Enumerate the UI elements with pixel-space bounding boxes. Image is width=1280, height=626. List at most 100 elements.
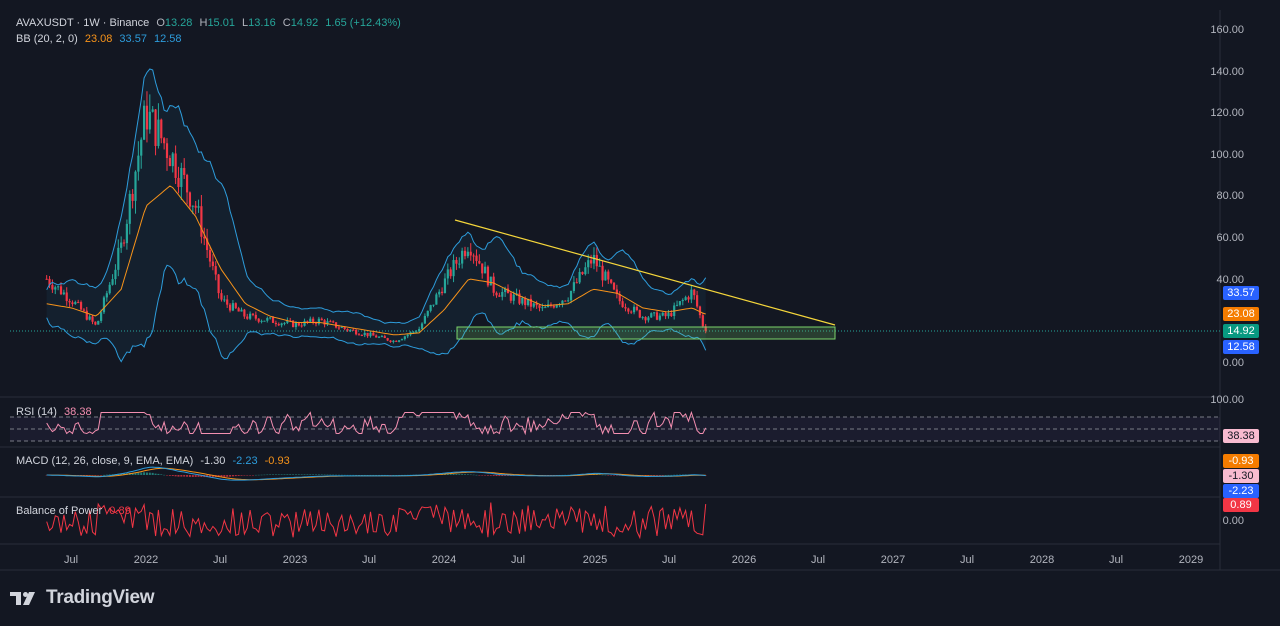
brand-footer[interactable]: TradingView — [10, 587, 155, 609]
candle-body — [607, 271, 610, 280]
candle-body — [246, 316, 249, 319]
candle-body — [412, 331, 415, 333]
macd-histogram-bar — [303, 474, 306, 475]
bop-legend[interactable]: Balance of Power 0.89 — [16, 504, 135, 518]
macd-histogram-bar — [549, 475, 552, 476]
macd-histogram-bar — [286, 474, 289, 475]
candle-body — [475, 255, 478, 262]
macd-histogram-bar — [163, 474, 166, 476]
candle-body — [581, 271, 584, 275]
candle-body — [693, 289, 696, 296]
macd-histogram-bar — [45, 475, 48, 476]
candle-body — [240, 309, 243, 312]
candle-body — [429, 305, 432, 311]
candle-body — [398, 340, 401, 342]
time-tick: Jul — [1108, 554, 1124, 566]
ohlc-high-label: H — [199, 17, 208, 29]
macd-histogram-bar — [504, 475, 507, 476]
price-tick: 0.00 — [1222, 357, 1244, 369]
candle-body — [469, 251, 472, 256]
time-tick: Jul — [661, 554, 677, 566]
descending-trendline[interactable] — [454, 219, 836, 326]
candle-body — [610, 279, 613, 283]
candle-body — [670, 313, 673, 316]
bb-lower-value: 12.58 — [154, 33, 182, 45]
candle-body — [68, 300, 71, 303]
candle-body — [481, 263, 484, 274]
bb-legend[interactable]: BB (20, 2, 0) 23.08 33.57 12.58 — [16, 32, 186, 46]
candle-body — [698, 306, 702, 316]
macd-legend[interactable]: MACD (12, 26, close, 9, EMA, EMA) -1.30 … — [16, 454, 294, 468]
candle-body — [635, 306, 639, 311]
candle-body — [148, 111, 151, 130]
macd-histogram-bar — [145, 472, 148, 475]
rsi-legend[interactable]: RSI (14) 38.38 — [16, 405, 96, 419]
ohlc-high: 15.01 — [207, 17, 235, 29]
macd-tag: -1.30 — [1223, 469, 1259, 483]
macd-histogram-bar — [469, 474, 472, 476]
bop-line — [46, 502, 707, 540]
macd-histogram-bar — [134, 472, 137, 475]
macd-histogram-bar — [317, 474, 320, 475]
candle-body — [569, 290, 573, 301]
candle-body — [234, 303, 237, 309]
macd-histogram-bar — [607, 475, 610, 476]
candle-body — [363, 332, 366, 336]
macd-histogram-bar — [555, 475, 558, 476]
macd-histogram-bar — [464, 474, 467, 475]
candle-body — [326, 321, 329, 325]
candle-body — [386, 338, 389, 341]
candle-body — [151, 109, 154, 112]
macd-histogram-bar — [400, 474, 403, 476]
candle-body — [79, 302, 83, 310]
symbol-title[interactable]: AVAXUSDT · 1W · Binance — [16, 17, 150, 29]
macd-histogram-bar — [389, 475, 392, 476]
candle-body — [690, 289, 693, 300]
candle-body — [317, 318, 320, 324]
candle-body — [343, 327, 346, 329]
macd-histogram-bar — [315, 474, 318, 475]
rsi-line — [46, 410, 707, 436]
tradingview-logo-icon — [10, 592, 35, 605]
macd-histogram-bar — [168, 475, 171, 476]
ohlc-close: 14.92 — [290, 17, 319, 29]
ohlc-close-label: C — [282, 17, 291, 29]
candle-body — [621, 301, 624, 308]
candle-body — [518, 293, 521, 304]
candle-body — [286, 320, 289, 323]
macd-histogram-bar — [380, 474, 383, 476]
macd-histogram-bar — [661, 475, 664, 476]
macd-histogram-bar — [257, 474, 260, 476]
macd-histogram-bar — [188, 475, 191, 477]
candle-body — [65, 292, 68, 301]
candle-body — [105, 293, 108, 298]
macd-histogram-bar — [120, 473, 123, 475]
price-tick: 140.00 — [1210, 66, 1244, 78]
bb-upper-line — [46, 68, 707, 324]
candle-body — [578, 271, 581, 283]
candle-body — [71, 302, 74, 305]
candle-body — [280, 323, 283, 326]
macd-line — [46, 466, 706, 481]
candle-body — [122, 242, 126, 244]
candle-body — [226, 299, 229, 305]
candle-body — [332, 321, 335, 323]
candle-body — [435, 294, 438, 305]
support-zone[interactable] — [456, 326, 836, 340]
macd-histogram-bar — [613, 475, 616, 476]
candle-body — [346, 328, 349, 331]
candle-body — [91, 316, 94, 322]
macd-histogram-bar — [211, 475, 214, 478]
time-tick: 2029 — [1178, 554, 1204, 566]
candle-body — [337, 327, 341, 329]
candle-body — [701, 315, 704, 327]
macd-histogram-bar — [143, 472, 146, 475]
bb-basis-value: 23.08 — [84, 33, 113, 45]
candle-body — [134, 171, 137, 201]
macd-histogram-bar — [289, 474, 292, 475]
candle-body — [62, 292, 65, 295]
candle-body — [415, 331, 418, 333]
candle-body — [349, 329, 352, 331]
macd-histogram-bar — [131, 473, 134, 475]
